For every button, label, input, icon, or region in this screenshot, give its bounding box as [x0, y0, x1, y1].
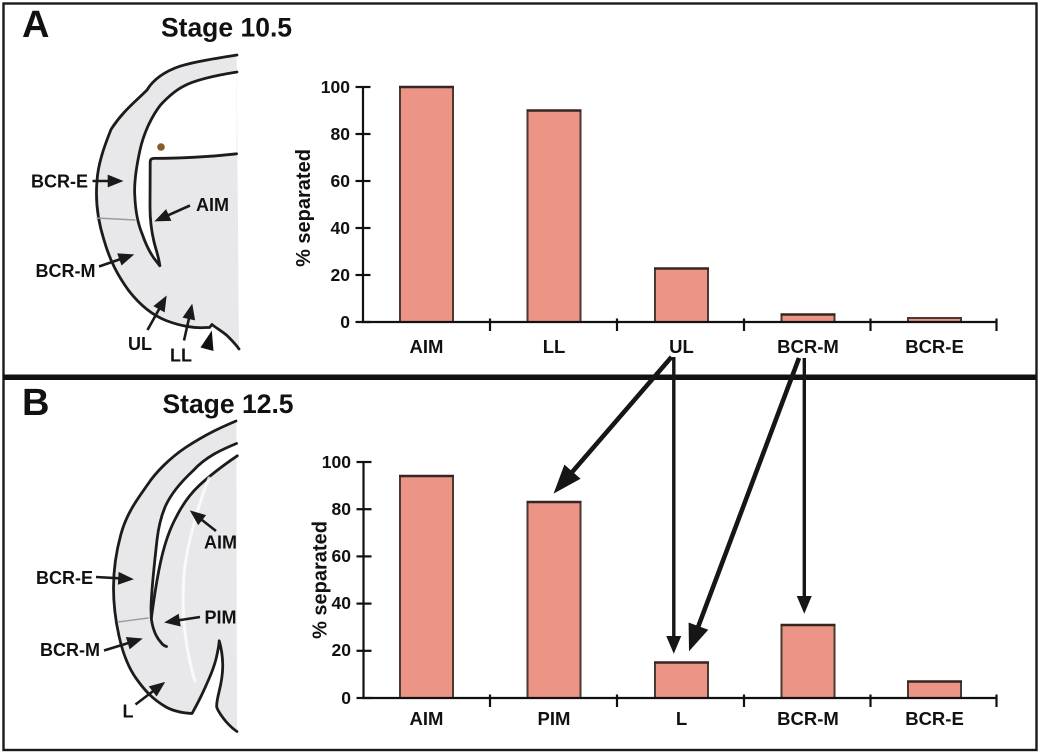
svg-text:BCR-E: BCR-E	[905, 708, 964, 729]
svg-text:60: 60	[331, 171, 351, 191]
svg-text:100: 100	[322, 452, 351, 472]
svg-text:AIM: AIM	[410, 708, 444, 729]
svg-text:BCR-M: BCR-M	[777, 336, 839, 357]
svg-text:BCR-M: BCR-M	[40, 640, 100, 660]
svg-text:0: 0	[340, 312, 350, 332]
svg-text:UL: UL	[128, 334, 152, 354]
svg-text:BCR-E: BCR-E	[905, 336, 964, 357]
svg-text:40: 40	[332, 593, 352, 613]
svg-text:PIM: PIM	[205, 608, 237, 628]
svg-text:LL: LL	[543, 336, 566, 357]
svg-text:L: L	[123, 702, 134, 722]
svg-text:PIM: PIM	[538, 708, 571, 729]
svg-text:Stage 10.5: Stage 10.5	[161, 13, 292, 43]
svg-text:% separated: % separated	[293, 149, 315, 267]
svg-text:BCR-M: BCR-M	[36, 261, 96, 281]
svg-text:BCR-M: BCR-M	[777, 708, 839, 729]
svg-text:AIM: AIM	[204, 533, 237, 553]
svg-text:B: B	[22, 382, 49, 424]
svg-text:AIM: AIM	[410, 336, 444, 357]
svg-text:20: 20	[332, 640, 352, 660]
svg-text:UL: UL	[669, 336, 694, 357]
svg-text:40: 40	[331, 218, 351, 238]
svg-text:80: 80	[331, 124, 351, 144]
svg-text:BCR-E: BCR-E	[36, 568, 93, 588]
svg-text:% separated: % separated	[310, 521, 332, 639]
svg-text:L: L	[676, 708, 687, 729]
svg-text:LL: LL	[170, 346, 192, 366]
svg-text:20: 20	[331, 265, 351, 285]
svg-text:Stage 12.5: Stage 12.5	[162, 389, 293, 419]
svg-text:60: 60	[332, 546, 352, 566]
svg-text:100: 100	[321, 77, 350, 97]
svg-text:AIM: AIM	[196, 195, 229, 215]
svg-text:BCR-E: BCR-E	[31, 172, 88, 192]
svg-text:80: 80	[332, 499, 352, 519]
svg-text:A: A	[22, 4, 49, 46]
svg-text:0: 0	[341, 688, 351, 708]
